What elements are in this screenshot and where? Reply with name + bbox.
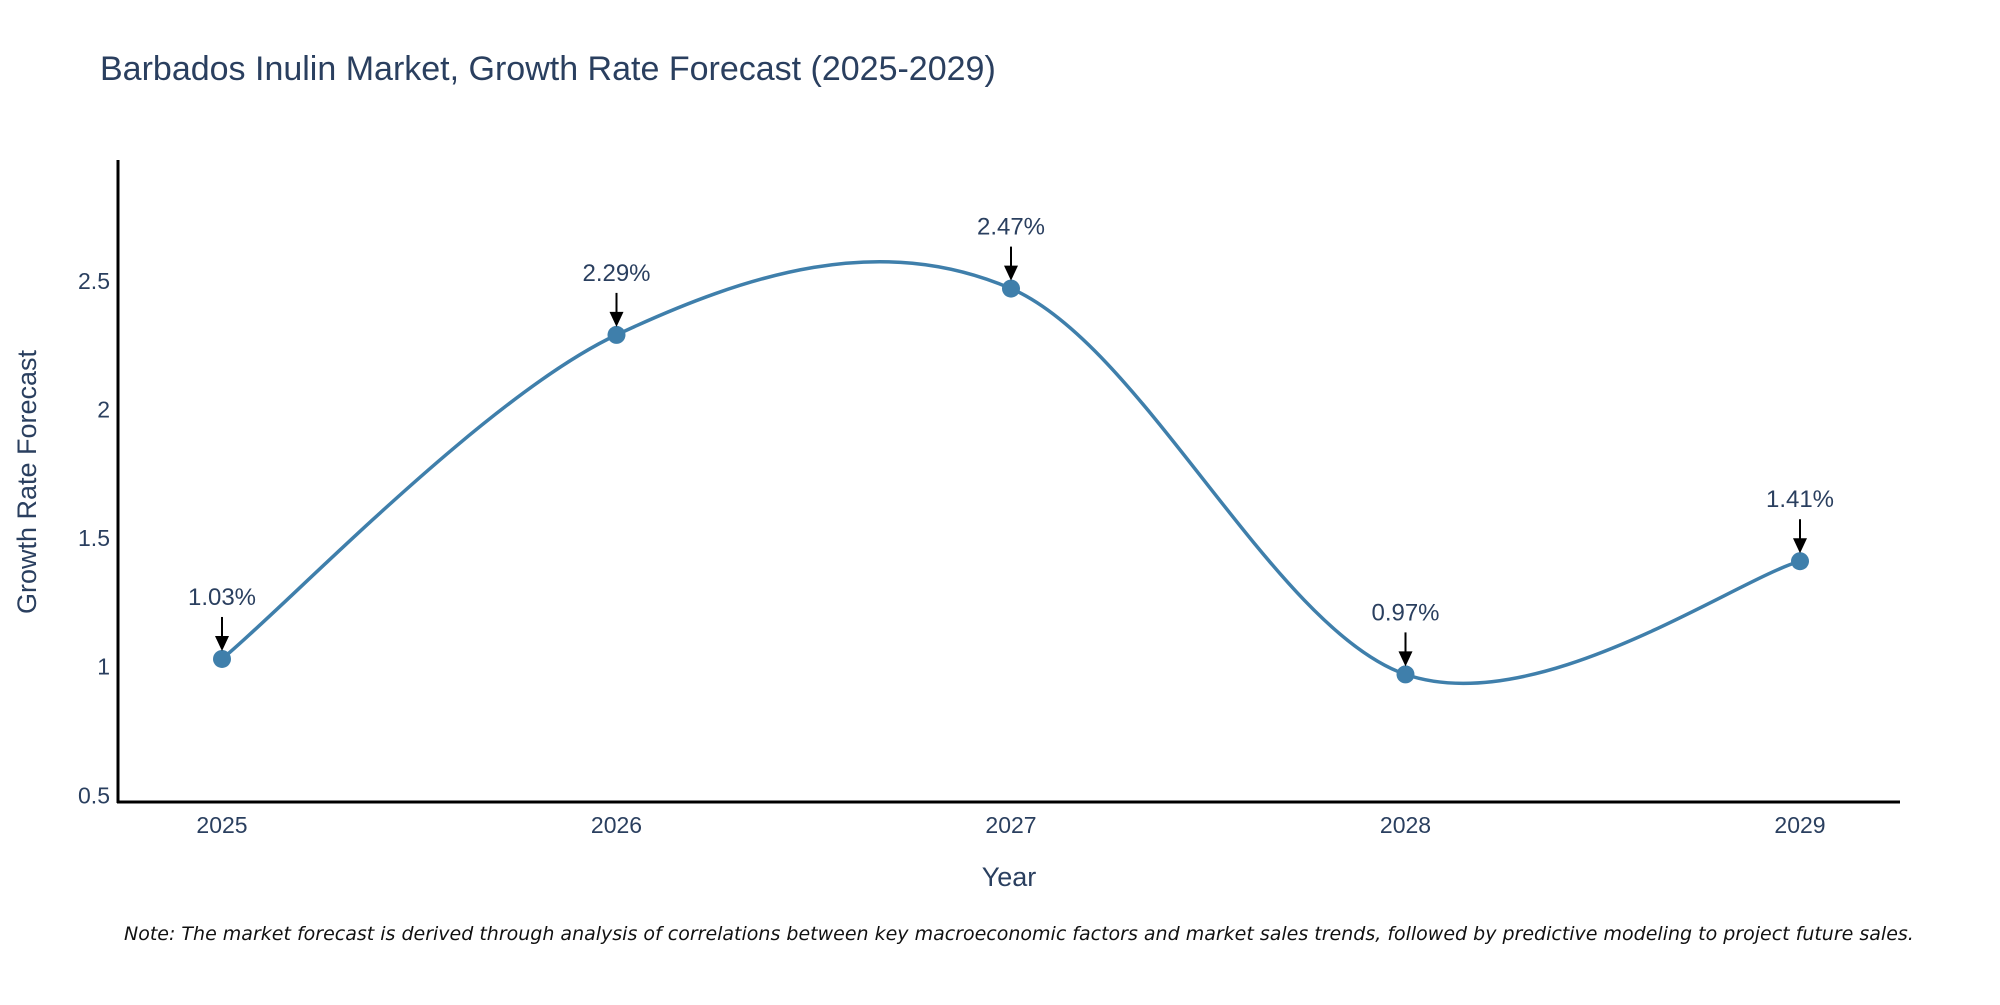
y-tick-label-1-5: 1.5	[78, 525, 110, 551]
data-label-2025: 1.03%	[188, 584, 256, 611]
y-tick-label-2: 2	[97, 396, 110, 422]
footnote: Note: The market forecast is derived thr…	[124, 923, 1914, 945]
data-point-2027	[1002, 279, 1020, 298]
y-tick-label-2-5: 2.5	[78, 268, 110, 294]
annotation-arrowhead-2025	[215, 635, 229, 651]
chart-title: Barbados Inulin Market, Growth Rate Fore…	[100, 50, 996, 88]
data-label-2026: 2.29%	[582, 260, 650, 287]
annotation-arrowhead-2027	[1004, 265, 1018, 281]
x-tick-label-2026: 2026	[591, 812, 642, 838]
series-layer	[220, 259, 1802, 686]
annotation-arrowhead-2028	[1398, 651, 1413, 667]
annotation-arrowhead-2026	[609, 311, 624, 327]
data-point-2026	[607, 325, 626, 344]
data-point-2025	[213, 649, 231, 668]
data-annotations: 1.03% 2.29% 2.47% 0.97% 1.41%	[188, 214, 1834, 684]
data-point-2029	[1791, 552, 1809, 571]
axes	[116, 160, 1900, 804]
annotation-arrowhead-2029	[1793, 538, 1807, 554]
x-tick-label-2025: 2025	[196, 812, 247, 838]
data-label-2028: 0.97%	[1371, 599, 1439, 626]
data-point-2028	[1396, 665, 1415, 684]
x-tick-label-2027: 2027	[985, 812, 1036, 838]
y-tick-label-1: 1	[97, 654, 110, 680]
x-axis-label: Year	[982, 862, 1037, 892]
data-label-2029: 1.41%	[1766, 486, 1834, 513]
series-line-0	[220, 259, 1802, 686]
x-axis-ticks: 2025 2026 2027 2028 2029	[196, 812, 1825, 838]
y-axis-label: Growth Rate Forecast	[12, 349, 42, 614]
x-tick-label-2029: 2029	[1774, 812, 1825, 838]
x-tick-label-2028: 2028	[1380, 812, 1431, 838]
y-tick-label-0-5: 0.5	[78, 782, 110, 808]
y-axis-ticks: 0.5 1 1.5 2 2.5	[78, 268, 110, 808]
data-label-2027: 2.47%	[977, 214, 1045, 241]
